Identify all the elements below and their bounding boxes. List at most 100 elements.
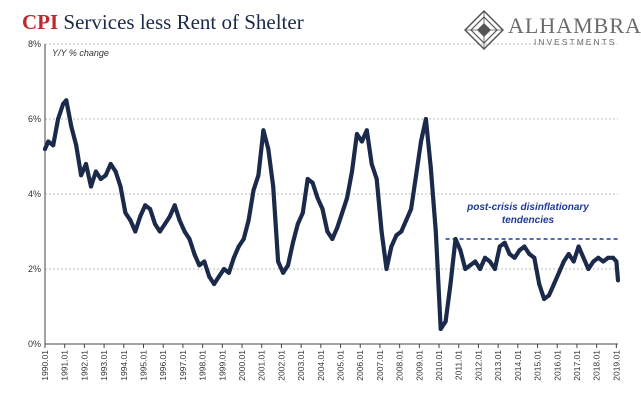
data-point [379, 229, 384, 234]
data-point [128, 218, 133, 223]
data-point [458, 248, 463, 253]
data-point [51, 143, 56, 148]
data-point [478, 267, 483, 271]
data-point [177, 218, 182, 223]
data-point [93, 169, 98, 174]
data-point [212, 282, 217, 286]
x-tick-label: 1993.01 [99, 350, 109, 381]
data-point [448, 282, 453, 286]
data-point [61, 102, 66, 106]
data-point [601, 259, 606, 264]
data-point [517, 248, 522, 253]
data-point [315, 195, 320, 200]
data-point [581, 255, 586, 260]
data-point [118, 184, 123, 189]
x-tick-label: 2008.01 [395, 350, 405, 381]
annotation-line-2: tendencies [501, 215, 555, 226]
data-point [443, 319, 448, 324]
data-point [522, 244, 527, 249]
data-point [399, 229, 404, 234]
data-point [556, 270, 561, 275]
y-tick-label: 0% [28, 339, 41, 349]
x-tick-label: 1999.01 [217, 350, 227, 381]
data-point [537, 282, 542, 286]
x-tick-label: 2013.01 [493, 350, 503, 381]
data-point [340, 210, 345, 215]
data-point [394, 233, 399, 238]
data-point [207, 274, 212, 279]
x-tick-label: 2006.01 [355, 350, 365, 381]
data-point [433, 229, 438, 234]
data-point [241, 237, 246, 241]
y-tick-label: 6% [28, 114, 41, 124]
data-point [502, 240, 507, 245]
data-point [614, 259, 619, 264]
data-point [98, 177, 103, 181]
data-point [616, 278, 620, 283]
data-point [532, 255, 537, 260]
data-point [286, 263, 290, 268]
x-tick-label: 1995.01 [139, 350, 149, 381]
data-point [576, 244, 581, 249]
x-tick-label: 2011.01 [454, 350, 464, 380]
data-point [103, 173, 108, 178]
data-point [64, 98, 69, 103]
data-point [512, 255, 517, 260]
data-point [43, 147, 47, 151]
data-point [138, 214, 143, 219]
x-tick-label: 2005.01 [336, 350, 346, 381]
data-point [113, 169, 118, 174]
data-point [409, 207, 414, 211]
data-point [487, 259, 492, 264]
data-point [369, 162, 374, 166]
x-tick-label: 2015.01 [533, 350, 543, 381]
data-point [231, 255, 236, 260]
data-point [547, 293, 551, 298]
title-acronym: CPI [22, 10, 59, 34]
brand-logo: ALHAMBRA INVESTMENTS [464, 10, 641, 50]
x-tick-label: 1992.01 [79, 350, 89, 381]
x-tick-label: 2009.01 [414, 350, 424, 381]
x-tick-label: 2019.01 [611, 350, 621, 381]
data-point [527, 252, 532, 256]
x-tick-label: 1991.01 [60, 350, 70, 381]
y-axis-title: Y/Y % change [52, 48, 109, 58]
data-point [261, 128, 266, 133]
data-point [300, 210, 305, 215]
data-point [542, 297, 547, 301]
data-point [162, 222, 167, 226]
data-point [167, 214, 172, 219]
y-tick-label: 8% [28, 39, 41, 49]
data-point [84, 162, 88, 166]
data-point [606, 255, 611, 260]
data-point [74, 143, 79, 148]
data-point [335, 225, 340, 230]
data-point [389, 244, 394, 249]
data-point [463, 267, 468, 271]
x-tick-label: 1996.01 [158, 350, 168, 381]
x-tick-label: 2004.01 [316, 350, 326, 381]
data-point [320, 207, 325, 211]
data-point [591, 259, 596, 264]
data-point [350, 169, 354, 174]
title-rest: Services less Rent of Shelter [58, 10, 304, 34]
data-point [423, 117, 428, 121]
x-tick-label: 1998.01 [198, 350, 208, 381]
data-point [153, 222, 157, 226]
y-tick-label: 2% [28, 264, 41, 274]
logo-name: ALHAMBRA [508, 13, 641, 38]
data-point [202, 259, 207, 264]
data-point [56, 117, 61, 121]
data-point [483, 255, 487, 260]
diamond-logo-icon [464, 10, 504, 50]
data-point [428, 165, 433, 170]
data-point [236, 244, 241, 249]
data-point [89, 184, 93, 189]
data-point [453, 237, 458, 241]
data-point [310, 180, 315, 185]
x-tick-label: 2001.01 [257, 350, 267, 381]
data-point [566, 252, 571, 256]
x-tick-label: 1997.01 [178, 350, 188, 381]
data-point [345, 195, 350, 200]
data-point [552, 282, 556, 286]
